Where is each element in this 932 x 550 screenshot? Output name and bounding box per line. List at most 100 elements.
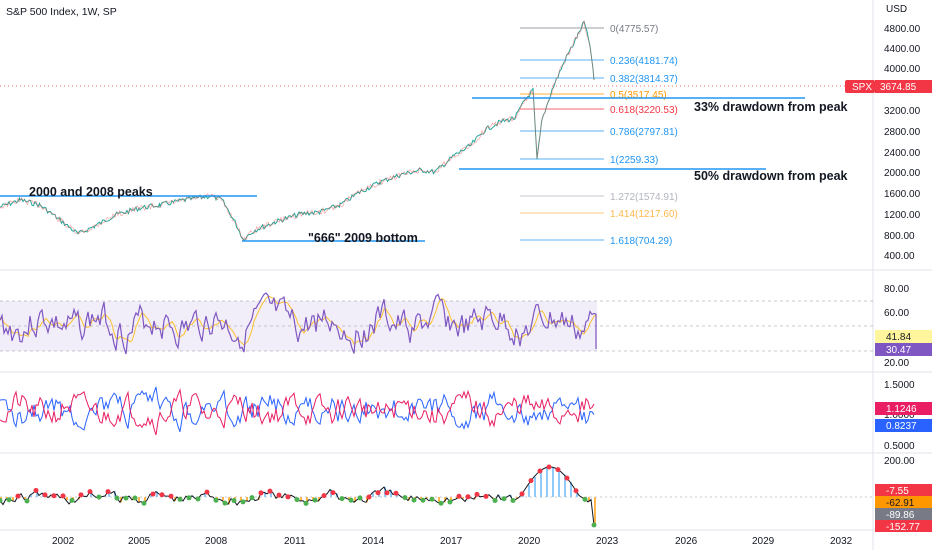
currency-label: USD xyxy=(886,4,907,15)
momentum-dot xyxy=(132,495,138,501)
momentum-dot xyxy=(474,491,480,497)
fib-retracement[interactable]: 0(4775.57) 0.236(4181.74) 0.382(3814.37) 0.… xyxy=(520,24,678,247)
momentum-bar xyxy=(462,497,464,499)
momentum-badge xyxy=(875,484,932,496)
momentum-badge-text: -152.77 xyxy=(886,522,920,533)
momentum-bar xyxy=(264,492,266,497)
time-tick: 2032 xyxy=(830,536,853,547)
momentum-dot xyxy=(69,497,75,503)
rsi-tick: 60.00 xyxy=(884,308,909,319)
momentum-dot xyxy=(249,495,255,501)
momentum-dot xyxy=(285,494,291,500)
momentum-bar xyxy=(576,490,578,497)
price-axis[interactable]: 4800.00 4400.00 4000.00 3200.00 2800.00 … xyxy=(884,24,921,262)
peaks-annotation: 2000 and 2008 peaks xyxy=(29,185,153,199)
momentum-dot xyxy=(501,496,507,502)
momentum-bar xyxy=(552,467,554,497)
rsi-badge-signal xyxy=(875,330,932,343)
momentum-dot xyxy=(402,495,408,501)
price-series xyxy=(0,20,595,241)
ratio-tick: 0.5000 xyxy=(884,441,915,452)
price-tick: 2800.00 xyxy=(884,127,921,138)
momentum-bar xyxy=(588,497,590,502)
time-tick: 2008 xyxy=(205,536,228,547)
momentum-dot xyxy=(573,488,579,494)
rsi-tick: 20.00 xyxy=(884,358,909,369)
momentum-dot xyxy=(0,497,3,503)
time-tick: 2029 xyxy=(752,536,775,547)
momentum-bar xyxy=(204,494,206,497)
momentum-badge xyxy=(875,508,932,520)
momentum-dot xyxy=(330,490,336,496)
momentum-dot xyxy=(537,468,543,474)
momentum-dot xyxy=(33,487,39,493)
momentum-bar xyxy=(420,497,422,500)
price-series-down xyxy=(0,20,595,242)
momentum-dot xyxy=(159,492,165,498)
momentum-dot xyxy=(294,497,300,503)
ratio-badge-red-text: 1.1246 xyxy=(886,404,917,415)
momentum-dot xyxy=(357,495,363,501)
momentum-dot xyxy=(96,494,102,500)
momentum-bar xyxy=(528,484,530,497)
momentum-bar xyxy=(318,497,320,502)
time-axis[interactable]: 2002 2005 2008 2011 2014 2017 2020 2023 … xyxy=(52,536,853,547)
ratio-tick: 1.5000 xyxy=(884,380,915,391)
fib-level-label: 1(2259.33) xyxy=(610,155,658,166)
momentum-dot xyxy=(60,493,66,499)
momentum-bar xyxy=(582,497,584,498)
momentum-dot xyxy=(186,495,192,501)
price-tick: 2400.00 xyxy=(884,148,921,159)
momentum-bar xyxy=(144,497,146,504)
momentum-bar xyxy=(372,493,374,497)
momentum-bar xyxy=(240,497,242,502)
rsi-line xyxy=(0,292,597,355)
momentum-bar xyxy=(222,497,224,501)
momentum-dot xyxy=(276,492,282,498)
momentum-dot xyxy=(78,492,84,498)
momentum-bar xyxy=(306,497,308,504)
momentum-dot xyxy=(348,497,354,503)
momentum-bar xyxy=(564,474,566,497)
price-tick: 400.00 xyxy=(884,251,915,262)
momentum-bar xyxy=(390,489,392,497)
momentum-dot xyxy=(213,497,219,503)
fib-level-label: 0.382(3814.37) xyxy=(610,74,678,85)
dd33-annotation: 33% drawdown from peak xyxy=(694,100,848,114)
momentum-bar xyxy=(12,497,14,501)
momentum-dot xyxy=(177,496,183,502)
price-tick: 4400.00 xyxy=(884,44,921,55)
momentum-bar xyxy=(90,491,92,497)
fib-level-label: 0(4775.57) xyxy=(610,24,658,35)
momentum-badge xyxy=(875,496,932,508)
momentum-dot xyxy=(492,497,498,503)
momentum-dot xyxy=(438,500,444,506)
price-tick: 3200.00 xyxy=(884,106,921,117)
momentum-bar xyxy=(282,497,284,498)
time-tick: 2005 xyxy=(128,536,151,547)
momentum-dot xyxy=(456,493,462,499)
momentum-bar xyxy=(426,497,428,499)
momentum-histogram xyxy=(0,467,596,525)
momentum-tick: 200.00 xyxy=(884,456,915,467)
momentum-dot xyxy=(204,489,210,495)
momentum-bar xyxy=(36,490,38,497)
momentum-dot xyxy=(411,497,417,503)
momentum-dot xyxy=(564,475,570,481)
momentum-dot xyxy=(42,492,48,498)
price-tick: 2000.00 xyxy=(884,168,921,179)
momentum-dot xyxy=(24,498,30,504)
momentum-dot xyxy=(528,478,534,484)
fib-level-label: 1.414(1217.60) xyxy=(610,209,678,220)
momentum-dot xyxy=(591,522,597,528)
momentum-bar xyxy=(300,497,302,502)
momentum-dot xyxy=(123,495,129,501)
fib-level-label: 0.618(3220.53) xyxy=(610,105,678,116)
time-tick: 2002 xyxy=(52,536,75,547)
time-tick: 2014 xyxy=(362,536,385,547)
time-tick: 2026 xyxy=(675,536,698,547)
momentum-badge xyxy=(875,520,932,532)
time-tick: 2017 xyxy=(440,536,463,547)
momentum-dot xyxy=(222,500,228,506)
